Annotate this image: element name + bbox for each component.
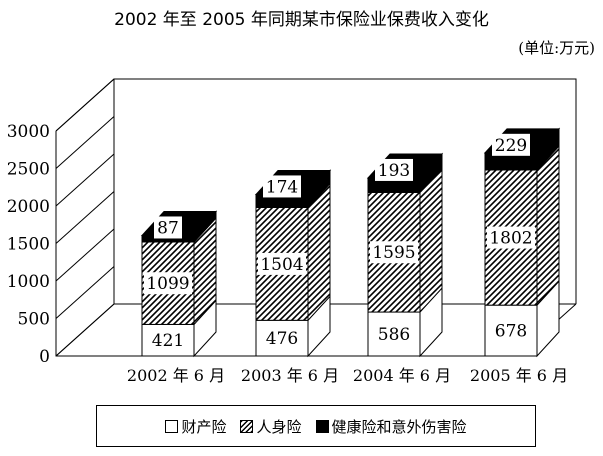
- legend-swatch-hatch: [240, 419, 254, 433]
- data-label-box: [149, 329, 187, 352]
- legend-label-property: 财产险: [181, 417, 227, 436]
- bar-segment: 586: [367, 286, 443, 358]
- data-label: 1802: [489, 229, 532, 249]
- data-label-box: [492, 319, 530, 342]
- bar-segment: 174: [254, 169, 332, 209]
- bars: 421 1099 87 476 1504 174 586 1595 193 678 1802 229: [140, 127, 561, 358]
- y-gridline-side: [55, 153, 115, 207]
- data-label: 1099: [146, 274, 189, 294]
- y-gridline-side: [55, 303, 115, 357]
- unit-label: (单位:万元): [518, 39, 595, 57]
- y-tick-label: 2500: [7, 160, 50, 180]
- y-tick-label: 1000: [7, 272, 50, 292]
- y-axis-ticks: 0 500 1000 1500 2000 2500 3000: [7, 78, 115, 367]
- data-label-box: [258, 252, 306, 275]
- y-tick-label: 3000: [7, 122, 50, 142]
- data-label-box: [154, 216, 182, 239]
- bar-side-face: [536, 144, 560, 307]
- y-gridline-side: [55, 116, 115, 169]
- x-axis-categories: 2002 年 6 月 2003 年 6 月 2004 年 6 月 2005 年 6 月: [127, 366, 568, 385]
- legend-item-life: 人身险: [240, 416, 302, 437]
- data-label: 1504: [260, 255, 303, 275]
- y-tick-label: 1500: [7, 235, 50, 255]
- data-label-box: [375, 323, 413, 346]
- bar-segment: 1802: [484, 144, 560, 307]
- bar-segment: 421: [141, 299, 217, 358]
- bar-segment: 476: [255, 295, 331, 358]
- data-label-box: [375, 158, 413, 181]
- x-category-label: 2002 年 6 月: [127, 366, 225, 385]
- y-gridline-side: [55, 228, 115, 282]
- data-label: 476: [266, 329, 298, 349]
- data-label-box: [263, 327, 301, 350]
- data-label-box: [492, 133, 530, 156]
- y-tick-label: 0: [39, 347, 50, 367]
- legend-label-life: 人身险: [256, 417, 302, 436]
- bar-segment: 1504: [255, 182, 331, 322]
- data-label: 678: [495, 322, 527, 342]
- legend-swatch-white: [165, 419, 179, 433]
- data-label: 193: [378, 161, 410, 181]
- data-label-box: [487, 226, 535, 249]
- bar-segment: 229: [483, 127, 561, 172]
- data-label-box: [370, 241, 418, 264]
- y-gridline-side: [55, 266, 115, 319]
- y-gridline-side: [55, 191, 115, 244]
- data-label: 174: [266, 177, 298, 197]
- legend-swatch-black: [315, 419, 329, 433]
- y-tick-label: 2000: [7, 197, 50, 217]
- bar-segment: 87: [140, 210, 218, 244]
- x-category-label: 2003 年 6 月: [241, 366, 339, 385]
- data-label: 87: [157, 218, 179, 238]
- data-label-box: [263, 175, 301, 198]
- data-label: 1595: [372, 243, 415, 263]
- y-tick-label: 500: [18, 310, 50, 330]
- bar-segment: 193: [366, 152, 444, 194]
- legend: 财产险 人身险 健康险和意外伤害险: [96, 405, 536, 447]
- chart-title: 2002 年至 2005 年同期某市保险业保费收入变化: [114, 10, 489, 30]
- data-label: 229: [495, 136, 527, 156]
- data-label: 586: [378, 325, 410, 345]
- x-category-label: 2004 年 6 月: [353, 366, 451, 385]
- y-gridline-side: [55, 78, 115, 132]
- legend-item-property: 财产险: [165, 416, 226, 437]
- bar-side-face: [419, 167, 443, 314]
- legend-label-health: 健康险和意外伤害险: [331, 417, 467, 436]
- data-label-box: [144, 272, 192, 295]
- bar-segment: 1595: [367, 167, 443, 314]
- data-label: 421: [152, 331, 184, 351]
- legend-item-health: 健康险和意外伤害险: [315, 416, 467, 437]
- x-category-label: 2005 年 6 月: [470, 366, 568, 385]
- bar-segment: 678: [484, 279, 560, 358]
